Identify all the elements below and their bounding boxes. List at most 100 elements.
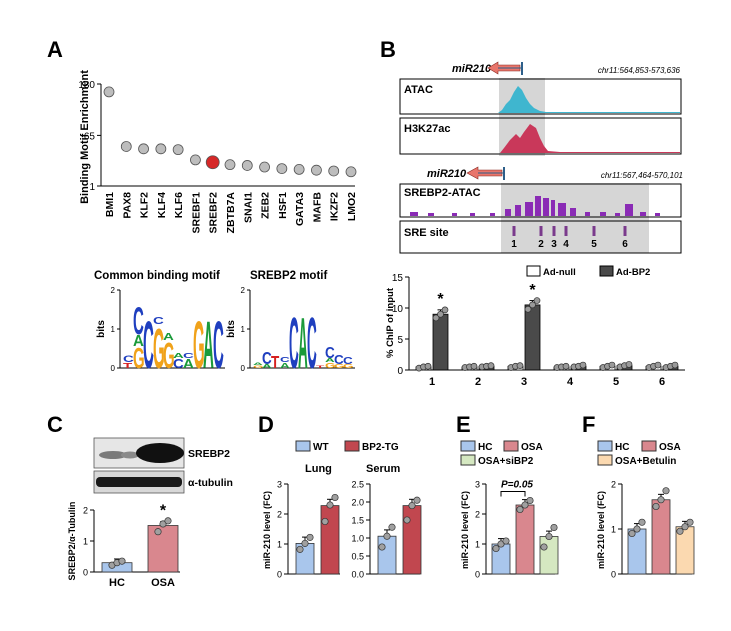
b-sre-site-label: 5 bbox=[591, 239, 597, 250]
e-legend-swatch-sibp2 bbox=[460, 454, 476, 466]
e-p-value: P=0.05 bbox=[501, 480, 533, 491]
d-lung-data-point bbox=[301, 539, 309, 547]
b-sre-site-mark bbox=[623, 226, 627, 236]
panel-label-f: F bbox=[582, 412, 595, 437]
a-dot-pax8 bbox=[120, 141, 132, 152]
panel-label-a: A bbox=[47, 37, 63, 62]
logo2-letter: C bbox=[343, 355, 353, 367]
logo1-letter-glyph: A bbox=[183, 356, 194, 371]
a-category-label: LMO2 bbox=[346, 192, 358, 221]
logo1-letter-glyph: C bbox=[183, 351, 194, 360]
f-data-point bbox=[638, 518, 646, 526]
b-track-label-h3k27ac: H3K27ac bbox=[404, 123, 450, 135]
logo1-letter: C bbox=[213, 309, 224, 384]
logo2-letter: G bbox=[343, 364, 354, 370]
logo2-letter: A bbox=[280, 362, 290, 370]
logo2-letter-glyph: T bbox=[271, 353, 279, 372]
f-data-point bbox=[633, 525, 641, 533]
e-legend-label-hc: HC bbox=[478, 442, 492, 453]
logo1-letter-glyph: G bbox=[163, 335, 175, 375]
a-category-label: KLF4 bbox=[156, 192, 168, 218]
a-dot-bmi1 bbox=[103, 86, 115, 98]
logo2-letter-glyph: C bbox=[307, 303, 317, 384]
c-y-tick-label: 2 bbox=[83, 506, 88, 516]
e-p-bracket bbox=[500, 491, 526, 497]
d-lung-data-point bbox=[306, 533, 314, 541]
d-serum-data-point bbox=[378, 543, 386, 551]
logo1-letter: G bbox=[133, 343, 145, 374]
b-srebp2atac-bar bbox=[543, 198, 549, 216]
d-serum-y-tick-label: 0.5 bbox=[351, 552, 364, 562]
b-sre-site-mark bbox=[592, 226, 596, 236]
b-track-srebp2atac bbox=[399, 183, 682, 218]
e-data-point bbox=[526, 496, 534, 505]
b-srebp2atac-bar bbox=[625, 204, 633, 216]
b-sre-site-mark bbox=[552, 226, 556, 236]
logo2-letter-glyph: G bbox=[253, 365, 264, 369]
b-data-point bbox=[524, 305, 532, 313]
a-category-label: PAX8 bbox=[121, 192, 133, 219]
b-srebp2atac-bar bbox=[525, 202, 533, 216]
logo2-letter: A bbox=[298, 303, 308, 384]
b-legend-swatch-bp2 bbox=[599, 265, 614, 277]
b-h3k27ac-signal bbox=[401, 124, 680, 153]
d-serum-bar-wt bbox=[377, 535, 397, 575]
f-legend-label-osa: OSA bbox=[659, 442, 681, 453]
logo2-letter: A bbox=[325, 358, 336, 364]
b-bar-x-label: 6 bbox=[659, 376, 665, 388]
b-data-point bbox=[579, 361, 587, 369]
c-blot-band-hc-1 bbox=[99, 451, 127, 459]
b-bar-x-label: 2 bbox=[475, 376, 481, 388]
a-dot-klf2 bbox=[138, 143, 149, 155]
b-data-point bbox=[441, 306, 449, 314]
a-category-label: GATA3 bbox=[294, 192, 306, 226]
d-lung-data-point bbox=[326, 501, 334, 509]
e-bar-osa-sibp2 bbox=[539, 536, 559, 575]
logo1-letter: A bbox=[173, 351, 184, 360]
e-y-tick-label: 0 bbox=[475, 570, 480, 580]
a-dot-zbtb7a bbox=[224, 159, 236, 171]
e-bar-osa bbox=[515, 504, 535, 575]
c-data-point bbox=[159, 520, 167, 528]
d-serum-data-point bbox=[413, 496, 421, 504]
d-legend-swatch-wt bbox=[295, 440, 311, 452]
c-y-title: SREBP2/α-Tubulin bbox=[67, 502, 77, 581]
a-category-label: ZEB2 bbox=[260, 192, 272, 219]
e-legend-label-sibp2: OSA+siBP2 bbox=[478, 456, 534, 467]
c-x-label: OSA bbox=[151, 577, 175, 589]
a-y-tick-label: 130 bbox=[78, 80, 95, 91]
a-dot-klf6 bbox=[172, 144, 184, 156]
c-blot-band-osa bbox=[136, 443, 184, 463]
a-dot-klf4 bbox=[155, 143, 167, 155]
f-legend-label-betulin: OSA+Betulin bbox=[615, 456, 676, 467]
logo2-tick-label: 1 bbox=[241, 325, 246, 334]
c-sig-star: * bbox=[160, 503, 167, 520]
logo2-letter-glyph: T bbox=[316, 365, 324, 369]
logo2-letter-glyph: C bbox=[343, 355, 353, 367]
e-data-point bbox=[550, 523, 558, 532]
e-data-point bbox=[545, 532, 553, 541]
b-legend-swatch-null bbox=[526, 265, 541, 277]
a-dot-ikzf2 bbox=[328, 165, 340, 177]
b-bar-bp2-1 bbox=[432, 313, 449, 371]
c-data-point bbox=[164, 517, 172, 525]
b-data-point bbox=[533, 297, 541, 304]
b-sre-site-label: 2 bbox=[538, 239, 544, 250]
b-legend-label-null: Ad-null bbox=[543, 267, 576, 278]
logo2-letter-glyph: C bbox=[262, 349, 272, 368]
b-srebp2atac-bar bbox=[615, 213, 620, 216]
logo1-y-title: bits bbox=[96, 320, 107, 338]
a-category-label: MAFB bbox=[311, 192, 323, 223]
logo1-letter-glyph: G bbox=[193, 309, 205, 384]
b-srebp2atac-bar bbox=[585, 212, 590, 216]
d-lung-y-tick-label: 3 bbox=[277, 480, 282, 490]
logo1-letter: A bbox=[203, 309, 214, 384]
logo2-letter-glyph: A bbox=[325, 358, 336, 364]
logo1-letter-glyph: C bbox=[143, 309, 154, 384]
b-data-point bbox=[516, 362, 524, 370]
e-legend-swatch-hc bbox=[460, 440, 476, 452]
d-lung-y-tick-label: 1 bbox=[277, 540, 282, 550]
e-legend-label-osa: OSA bbox=[521, 442, 543, 453]
b-sre-site-label: 1 bbox=[511, 239, 517, 250]
b-srebp2atac-bar bbox=[428, 213, 434, 216]
